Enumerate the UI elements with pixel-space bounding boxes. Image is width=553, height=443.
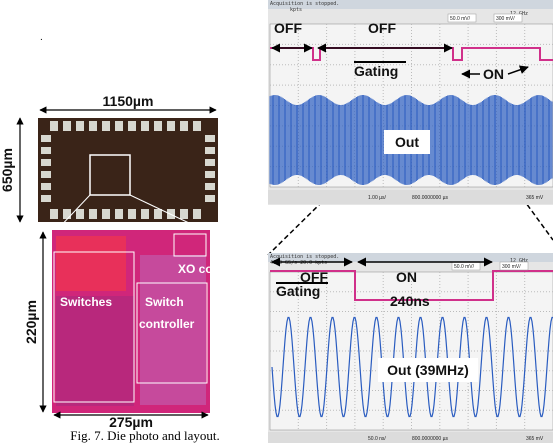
timebase: 50.0 ns/ [368, 436, 386, 442]
delay: 800.0000000 µs [412, 436, 448, 442]
pad [41, 195, 51, 202]
mark: . [40, 32, 43, 43]
channel-scale: 50.0 mV/ [454, 264, 475, 270]
height-label: 220µm [23, 300, 39, 344]
kpts: kpts [290, 7, 302, 13]
delay: 800.0000000 µs [412, 195, 448, 201]
pad [41, 171, 51, 178]
width-label: 1150µm [103, 93, 154, 109]
pad [167, 121, 175, 131]
pad [193, 209, 201, 219]
pad [193, 121, 201, 131]
channel-scale: 300 mV/ [502, 264, 521, 270]
pad [115, 121, 123, 131]
annotation: ON [396, 269, 417, 285]
rate: 40.0 GS/s 20.0 kpts [270, 260, 327, 266]
pad [128, 121, 136, 131]
pad [205, 171, 215, 178]
block-label: Switches [60, 295, 112, 309]
pad [128, 209, 136, 219]
annotation: Gating [354, 63, 398, 79]
pad [63, 121, 71, 131]
pad [89, 209, 97, 219]
pad [76, 121, 84, 131]
pad [180, 209, 188, 219]
annotation: ON [483, 66, 504, 82]
trigger: 365 mV [526, 436, 544, 442]
pad [50, 209, 58, 219]
block-label: controller [139, 317, 195, 331]
pad [89, 121, 97, 131]
pad [205, 135, 215, 142]
timebase: 1.00 µs/ [368, 195, 387, 201]
annotation: Gating [276, 283, 320, 299]
annotation: Out (39MHz) [387, 362, 469, 378]
caption: Fig. 7. Die photo and layout. [70, 428, 220, 443]
pad [154, 121, 162, 131]
pad [141, 121, 149, 131]
pad [102, 209, 110, 219]
pad [180, 121, 188, 131]
pad [76, 209, 84, 219]
pad [41, 183, 51, 190]
pad [205, 183, 215, 190]
pad [115, 209, 123, 219]
annotation: Out [395, 134, 419, 150]
pad [205, 159, 215, 166]
pad [41, 159, 51, 166]
pad [41, 135, 51, 142]
pad [41, 147, 51, 154]
block-label: Switch [145, 295, 184, 309]
channel-scale: 300 mV/ [496, 16, 515, 22]
pad [102, 121, 110, 131]
pad [154, 209, 162, 219]
pad [205, 195, 215, 202]
status: Acquisition is stopped. [270, 1, 339, 7]
die-photo [38, 118, 218, 222]
annotation: OFF [274, 20, 302, 36]
annotation: OFF [368, 20, 396, 36]
annotation: 240ns [390, 293, 430, 309]
scope-top [268, 0, 553, 205]
trigger: 365 mV [526, 195, 544, 201]
pad [63, 209, 71, 219]
pad [141, 209, 149, 219]
channel-scale: 50.0 mV/ [450, 16, 471, 22]
block-label: XO core [178, 262, 224, 276]
height-label: 650µm [0, 148, 15, 192]
figure: . 1150µm 650µm XO core Switches Switch c… [0, 0, 553, 443]
pad [205, 147, 215, 154]
pad [50, 121, 58, 131]
